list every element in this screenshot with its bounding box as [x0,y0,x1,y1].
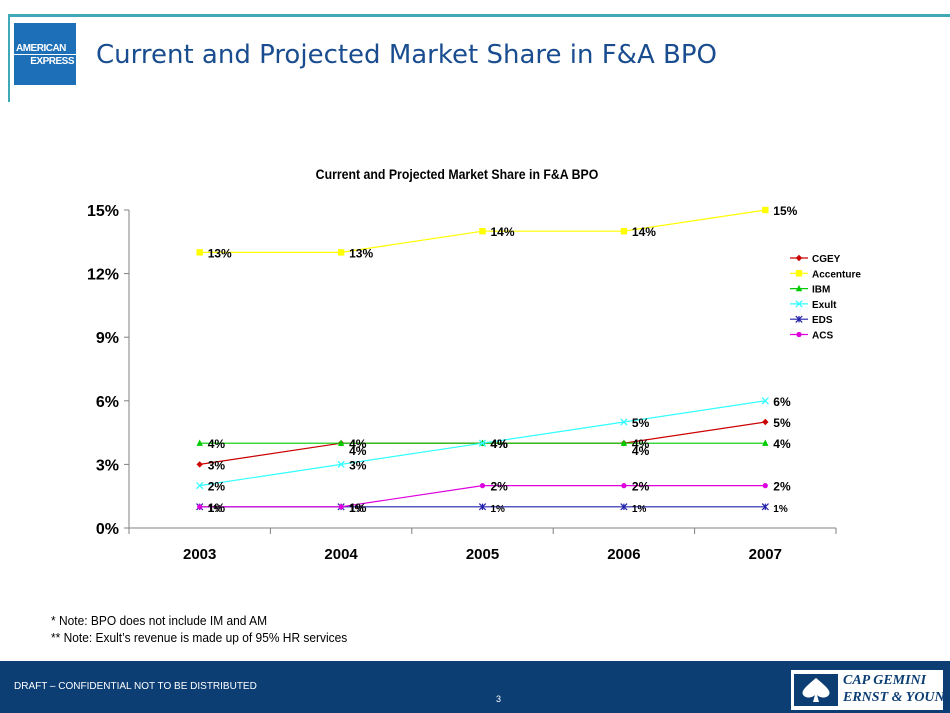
data-label-cgey: 4% [491,437,509,451]
data-point-exult [478,439,487,447]
x-tick-label: 2006 [607,546,640,563]
data-point-accenture [479,228,486,235]
data-label-eds: 1% [491,504,506,515]
data-label-acs: 2% [632,480,650,494]
legend-marker-accenture [795,270,803,277]
data-point-ibm [337,439,345,446]
data-label-cgey: 4% [632,444,650,458]
legend-marker-eds [795,315,803,323]
market-share-line-chart: Current and Projected Market Share in F&… [87,166,861,563]
legend-label-ibm: IBM [812,285,830,296]
data-point-cgey [196,461,203,468]
y-tick-label: 6% [96,394,119,411]
data-label-exult: 5% [632,416,650,430]
legend-label-eds: EDS [812,315,833,326]
data-label-exult: 2% [208,480,226,494]
legend-label-exult: Exult [812,300,837,311]
data-label-accenture: 14% [491,225,515,239]
chart-title: Current and Projected Market Share in F&… [316,166,599,182]
y-tick-label: 0% [96,521,119,538]
data-point-acs [479,483,486,489]
footer-bar: DRAFT – CONFIDENTIAL NOT TO BE DISTRIBUT… [0,661,950,713]
cap-gemini-ernst-young-logo: CAP GEMINI ERNST & YOUNG [790,669,950,711]
american-express-logo: AMERICAN EXPRESS [14,23,76,85]
y-tick-label: 12% [87,267,119,284]
data-point-acs [338,504,344,510]
y-tick-label: 9% [96,330,119,347]
x-tick-label: 2007 [749,546,782,563]
x-tick-label: 2003 [183,546,216,563]
data-label-acs: 1% [349,501,367,515]
data-label-eds: 1% [632,504,647,515]
data-point-accenture [762,206,769,214]
data-point-acs [621,483,627,489]
data-label-eds: 1% [349,504,364,515]
confidential-notice: DRAFT – CONFIDENTIAL NOT TO BE DISTRIBUT… [14,681,257,692]
data-label-accenture: 15% [773,204,797,218]
y-tick-label: 15% [87,203,119,220]
slide-title: Current and Projected Market Share in F&… [96,40,717,70]
data-label-acs: 1% [208,501,226,515]
legend-marker-ibm [795,284,803,292]
data-point-accenture [337,249,345,256]
legend-marker-cgey [795,254,803,262]
note-bpo: * Note: BPO does not include IM and AM [51,613,268,628]
data-point-acs [762,483,768,489]
data-label-exult: 3% [349,458,367,472]
data-label-cgey: 5% [773,416,791,430]
data-label-ibm: 4% [208,437,226,451]
data-point-eds [761,503,769,511]
legend-label-accenture: Accenture [812,269,861,280]
y-tick-label: 3% [96,457,119,474]
partner-logo-line1: CAP GEMINI [843,673,927,688]
data-point-accenture [620,228,628,235]
logo-line1: AMERICAN [16,43,66,54]
data-label-cgey: 3% [208,458,226,472]
x-tick-label: 2004 [324,546,358,563]
note-exult: ** Note: Exult’s revenue is made up of 9… [51,630,348,645]
top-accent-rule [8,14,950,17]
left-accent-rule [8,14,10,102]
slide-notes: * Note: BPO does not include IM and AM *… [51,612,347,646]
data-point-ibm [762,439,769,446]
data-label-ibm: 4% [773,437,791,451]
data-point-eds [478,503,487,511]
data-label-accenture: 13% [349,246,373,260]
data-label-acs: 2% [491,480,509,494]
page-number: 3 [496,694,502,704]
data-point-cgey [762,418,769,426]
data-point-eds [620,503,628,511]
legend-label-cgey: CGEY [812,254,841,265]
data-label-eds: 1% [773,504,788,515]
logo-band [14,54,76,55]
legend-marker-exult [795,300,803,308]
data-point-ibm [620,439,628,446]
data-label-eds: 1% [208,504,223,515]
data-label-exult: 4% [491,437,509,451]
data-point-exult [620,418,628,426]
data-label-cgey: 4% [349,444,367,458]
data-point-accenture [196,249,203,256]
partner-logo-line2: ERNST & YOUNG [843,690,950,705]
data-label-ibm: 4% [491,437,509,451]
data-point-exult [761,397,769,405]
data-point-acs [197,504,203,510]
data-label-accenture: 14% [632,225,656,239]
data-point-exult [196,481,204,490]
data-label-ibm: 4% [632,437,650,451]
data-point-ibm [196,439,203,446]
x-tick-label: 2005 [466,546,499,563]
legend-label-acs: ACS [812,331,833,342]
spade-icon [794,674,838,706]
data-label-acs: 2% [773,480,791,494]
logo-line2: EXPRESS [30,56,74,67]
data-point-exult [337,460,345,469]
data-label-exult: 6% [773,395,791,409]
legend-marker-acs [796,331,802,338]
data-label-ibm: 4% [349,437,367,451]
data-label-accenture: 13% [208,246,232,260]
